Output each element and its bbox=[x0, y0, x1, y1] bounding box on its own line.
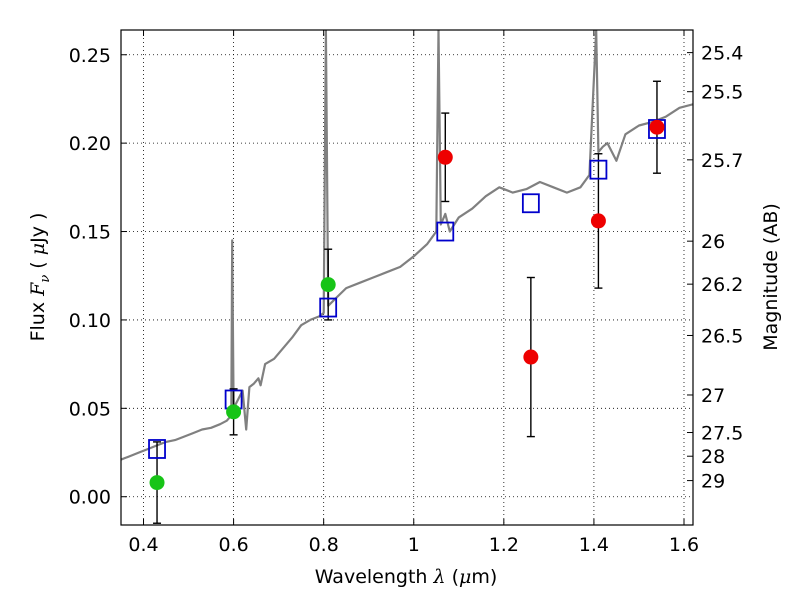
axes: 0.4 0.6 0.8 1 1.2 1.4 1.6 0.00 0.05 0.10 0.15 0.20 0… bbox=[69, 30, 743, 556]
y-tick-label: 0.05 bbox=[69, 398, 111, 420]
spectrum-line bbox=[121, 30, 693, 461]
y-tick-label: 0.15 bbox=[69, 222, 111, 244]
model-point bbox=[521, 193, 540, 214]
mag-tick-label: 28 bbox=[701, 446, 725, 468]
x-tick-label: 1.2 bbox=[489, 534, 519, 556]
y-tick-label: 0.10 bbox=[69, 310, 111, 332]
y-tick-label: 0.00 bbox=[69, 487, 111, 509]
y-tick-label: 0.20 bbox=[69, 133, 111, 155]
y-tick-label: 0.25 bbox=[69, 45, 111, 67]
mag-tick-label: 26.2 bbox=[701, 274, 743, 296]
red-data-point bbox=[590, 213, 606, 229]
x-tick-label: 0.8 bbox=[309, 534, 339, 556]
mag-tick-label: 27 bbox=[701, 385, 725, 407]
x-axis-label: Wavelength λ (μm) bbox=[315, 566, 498, 588]
red-data-point bbox=[649, 119, 665, 135]
model-point bbox=[589, 159, 608, 180]
red-data-point bbox=[437, 149, 453, 165]
green-data-point bbox=[226, 404, 242, 420]
mag-tick-label: 27.5 bbox=[701, 423, 743, 445]
green-data-point bbox=[149, 475, 165, 491]
model-point bbox=[436, 221, 455, 242]
grid bbox=[121, 30, 693, 525]
mag-tick-label: 29 bbox=[701, 471, 725, 493]
red-data-point bbox=[523, 349, 539, 365]
model-point bbox=[148, 439, 166, 459]
mag-tick-label: 25.4 bbox=[701, 43, 743, 65]
plot-frame bbox=[120, 29, 694, 526]
x-tick-label: 0.6 bbox=[218, 534, 248, 556]
y-axis-label: Flux Fν ( μJy ) bbox=[27, 213, 53, 342]
mag-tick-label: 25.5 bbox=[701, 82, 743, 104]
x-tick-label: 0.4 bbox=[128, 534, 158, 556]
magnitude-axis-label: Magnitude (AB) bbox=[760, 203, 782, 351]
mag-tick-label: 25.7 bbox=[701, 150, 743, 172]
mag-tick-label: 26 bbox=[701, 231, 725, 253]
x-tick-label: 1.4 bbox=[579, 534, 609, 556]
plot-area bbox=[121, 30, 693, 524]
x-tick-label: 1 bbox=[408, 534, 420, 556]
green-data-point bbox=[320, 277, 336, 293]
x-tick-label: 1.6 bbox=[669, 534, 699, 556]
model-point bbox=[319, 297, 338, 318]
mag-tick-label: 26.5 bbox=[701, 325, 743, 347]
